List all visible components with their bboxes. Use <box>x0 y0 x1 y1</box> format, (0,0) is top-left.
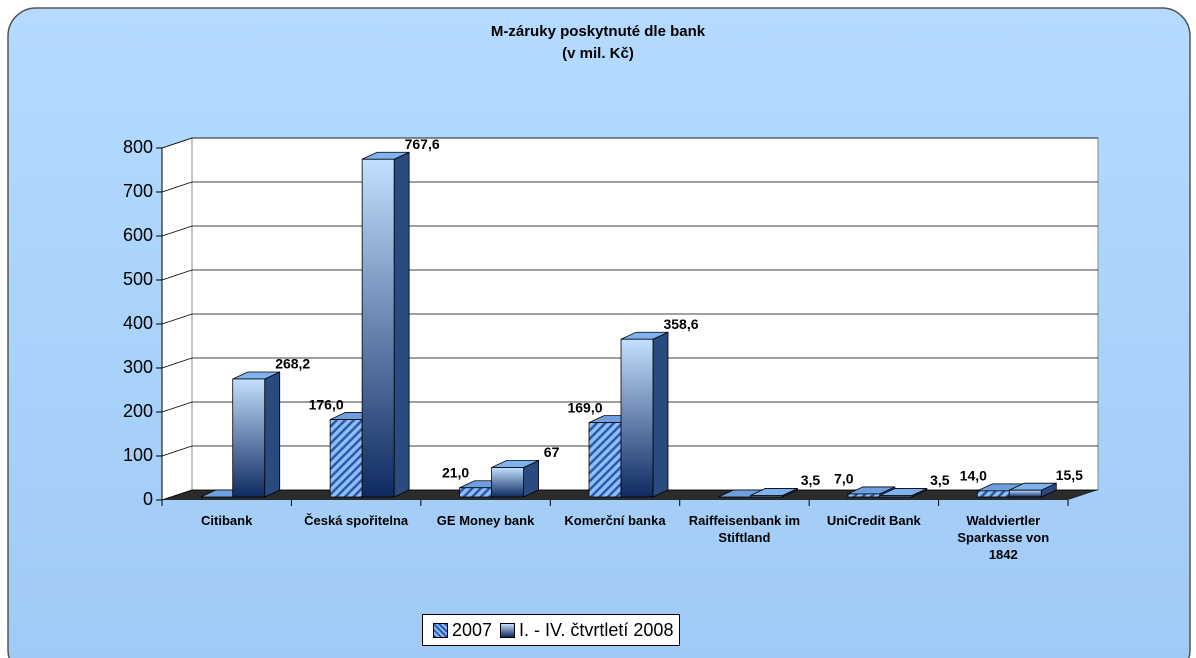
value-label: 3,5 <box>801 472 821 488</box>
x-tick-label: Raiffeisenbank im Stiftland <box>688 513 801 545</box>
grid-line <box>161 401 1098 413</box>
value-label: 268,2 <box>275 356 310 372</box>
grid-line <box>161 269 1098 281</box>
chart-subtitle: (v mil. Kč) <box>562 45 634 62</box>
x-tick-label: GE Money bank <box>436 513 535 528</box>
value-label: 67 <box>544 444 560 460</box>
y-tick-label: 200 <box>123 401 153 421</box>
x-tick-label: Citibank <box>201 513 253 528</box>
grid-line <box>161 445 1098 457</box>
legend: 2007 I. - IV. čtvrtletí 2008 <box>422 614 681 646</box>
grid-line <box>161 313 1098 325</box>
value-label: 7,0 <box>834 471 854 487</box>
y-tick-label: 700 <box>123 181 153 201</box>
bar <box>879 487 928 498</box>
x-tick-label: Komerční banka <box>564 513 666 528</box>
bar <box>1008 482 1057 498</box>
bar <box>232 371 281 498</box>
grid-line <box>161 181 1098 193</box>
bar <box>750 487 798 498</box>
legend-label: I. - IV. čtvrtletí 2008 <box>519 619 674 640</box>
bar <box>491 459 539 498</box>
y-tick-label: 300 <box>123 357 153 377</box>
grid-line <box>161 137 1098 149</box>
value-label: 176,0 <box>309 396 344 412</box>
x-tick-label: Waldviertler Sparkasse von 1842 <box>957 513 1050 562</box>
x-tick-label: UniCredit Bank <box>826 513 921 528</box>
legend-swatch <box>433 622 448 638</box>
y-tick-label: 400 <box>123 313 153 333</box>
chart-title: M-záruky poskytnuté dle bank <box>491 23 706 40</box>
grid-line <box>161 225 1098 237</box>
x-tick-label: Česká spořitelna <box>304 513 409 528</box>
value-label: 15,5 <box>1056 467 1083 483</box>
y-tick-label: 0 <box>143 489 153 509</box>
grid-line <box>161 357 1098 369</box>
y-tick-label: 500 <box>123 269 153 289</box>
value-label: 358,6 <box>663 316 698 332</box>
value-label: 3,5 <box>930 472 950 488</box>
value-label: 14,0 <box>960 468 987 484</box>
value-label: 21,0 <box>442 464 469 480</box>
bar <box>620 331 669 498</box>
value-label: 169,0 <box>567 399 602 415</box>
bar <box>361 151 410 498</box>
legend-swatch <box>500 622 516 638</box>
y-tick-label: 100 <box>123 445 153 465</box>
y-tick-label: 600 <box>123 225 153 245</box>
y-tick-label: 800 <box>123 137 153 157</box>
value-label: 767,6 <box>405 136 440 152</box>
legend-label: 2007 <box>452 619 493 640</box>
